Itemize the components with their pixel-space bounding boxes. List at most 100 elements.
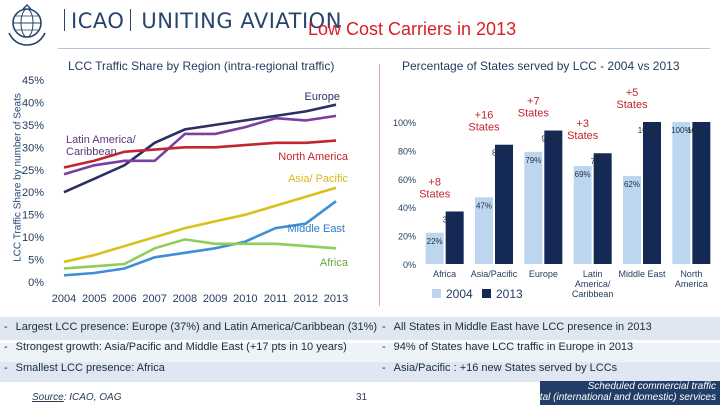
- bar-annotation: +3 States: [567, 118, 599, 142]
- line-y-tick-label: 0%: [28, 277, 44, 289]
- bar-category-label: Europe: [529, 269, 558, 279]
- bar-2004-value-label: 69%: [575, 170, 591, 179]
- line-series-4: [63, 200, 337, 277]
- bar-y-tick-label: 100%: [393, 118, 416, 128]
- bar-2004: [573, 166, 592, 264]
- bar-2013: [495, 144, 513, 264]
- bar-2013-value-label: 37%: [443, 215, 459, 224]
- header-rule: [58, 48, 710, 49]
- finding-left-2: - Strongest growth: Asia/Pacific and Midd…: [4, 341, 347, 353]
- bar-2004: [524, 151, 543, 264]
- finding-right-1: - All States in Middle East have LCC pres…: [382, 321, 652, 333]
- line-y-tick-label: 45%: [22, 75, 44, 87]
- bar-category-label: Africa: [433, 269, 456, 279]
- series-label-africa: Africa: [320, 257, 349, 269]
- bar-category-label: Latin: [583, 269, 603, 279]
- finding-band: [0, 362, 720, 385]
- line-y-tick-label: 35%: [22, 120, 44, 132]
- line-x-tick-label: 2008: [173, 293, 197, 305]
- line-x-tick-label: 2013: [324, 293, 348, 305]
- line-x-tick-label: 2009: [203, 293, 227, 305]
- footer-note-1: Scheduled commercial traffic: [587, 381, 716, 392]
- series-label-latin: Latin America/Caribbean: [66, 134, 137, 158]
- bar-2013: [692, 122, 711, 264]
- brand-icao: ICAO: [71, 9, 125, 33]
- bar-2004-value-label: 79%: [525, 156, 541, 165]
- finding-band: [0, 343, 720, 366]
- legend-label-2013: 2013: [496, 287, 523, 301]
- line-y-tick-label: 40%: [22, 97, 44, 109]
- bar-annotation: +7 States: [518, 96, 550, 120]
- bar-annotation: +8 States: [419, 176, 451, 200]
- bar-2004: [425, 232, 444, 264]
- line-x-tick-label: 2012: [294, 293, 318, 305]
- line-chart-title: LCC Traffic Share by Region (intra-regio…: [68, 59, 335, 73]
- series-label-asia-pacific: Asia/ Pacific: [288, 173, 348, 185]
- line-series-3: [63, 186, 337, 264]
- line-y-tick-label: 10%: [22, 232, 44, 244]
- panel-divider: [379, 64, 380, 306]
- line-y-tick-label: 15%: [22, 210, 44, 222]
- bar-y-tick-label: 60%: [398, 175, 416, 185]
- bar-category-label: Middle East: [618, 269, 666, 279]
- key-findings: - Largest LCC presence: Europe (37%) and …: [0, 311, 720, 405]
- bar-y-tick-label: 80%: [398, 146, 416, 156]
- line-x-tick-label: 2007: [142, 293, 166, 305]
- bar-2013-value-label: 100%: [687, 126, 707, 135]
- bar-2013: [445, 211, 464, 264]
- bar-y-tick-label: 0%: [403, 260, 416, 270]
- bar-2013-value-label: 94%: [541, 135, 557, 144]
- legend-label-2004: 2004: [446, 287, 473, 301]
- series-label-middle-east: Middle East: [288, 223, 345, 235]
- series-label-north-america: North America: [278, 151, 349, 163]
- header: ICAO UNITING AVIATION Low Cost Carriers i…: [0, 0, 720, 56]
- page-number: 31: [356, 392, 368, 403]
- brand: ICAO UNITING AVIATION: [58, 9, 342, 33]
- bar-2013-value-label: 84%: [492, 149, 508, 158]
- icao-globe-emblem-icon: [8, 4, 46, 46]
- bar-2004-value-label: 62%: [624, 180, 640, 189]
- line-y-tick-label: 5%: [28, 255, 44, 267]
- bar-2004-value-label: 100%: [671, 126, 691, 135]
- finding-left-3: - Smallest LCC presence: Africa: [4, 362, 165, 374]
- source-note: Source: ICAO, OAG: [32, 392, 122, 403]
- bar-y-tick-label: 20%: [398, 232, 416, 242]
- bar-annotation: +16 States: [468, 110, 500, 134]
- line-x-tick-label: 2005: [82, 293, 106, 305]
- bar-2004-value-label: 22%: [427, 237, 443, 246]
- bar-category-label: Caribbean: [572, 289, 614, 299]
- footer-note-panel: [540, 381, 720, 405]
- bar-2013: [643, 122, 661, 264]
- bar-2004-value-label: 47%: [476, 201, 492, 210]
- line-y-tick-label: 25%: [22, 165, 44, 177]
- finding-band: [0, 317, 720, 340]
- line-x-tick-label: 2010: [233, 293, 257, 305]
- bar-2004: [672, 122, 691, 264]
- bar-2013-value-label: 100%: [638, 126, 658, 135]
- line-x-tick-label: 2004: [52, 293, 76, 305]
- line-series-0: [63, 103, 337, 194]
- bar-2013: [544, 130, 563, 264]
- legend-swatch-2013: [482, 289, 491, 298]
- line-x-tick-label: 2006: [112, 293, 136, 305]
- line-y-tick-label: 20%: [22, 187, 44, 199]
- bar-2004: [475, 197, 493, 264]
- finding-left-1: - Largest LCC presence: Europe (37%) and …: [4, 321, 378, 333]
- legend-swatch-2004: [432, 289, 441, 298]
- brand-tagline: UNITING AVIATION: [141, 9, 342, 33]
- page-title: Low Cost Carriers in 2013: [308, 19, 517, 39]
- bar-category-label: America/: [575, 279, 611, 289]
- bar-category-label: North: [680, 269, 702, 279]
- line-series-2: [63, 139, 337, 169]
- bar-annotation: +5 States: [616, 87, 648, 111]
- line-series-1: [63, 114, 337, 176]
- bar-category-label: Asia/Pacific: [471, 269, 518, 279]
- line-x-tick-label: 2011: [264, 293, 288, 305]
- bar-2013: [593, 153, 612, 264]
- footer-note-2: Total (international and domestic) servi…: [529, 392, 716, 403]
- line-y-tick-label: 30%: [22, 142, 44, 154]
- line-series-5: [63, 238, 337, 270]
- finding-right-2: -94% of States have LCC traffic in Europ…: [382, 341, 634, 353]
